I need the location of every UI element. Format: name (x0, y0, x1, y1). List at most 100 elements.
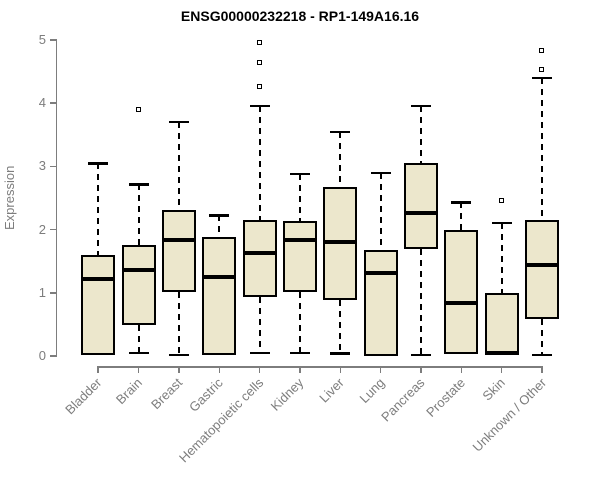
outlier-brain-0 (135, 107, 141, 113)
lower-whisker-cap-pancreas (411, 353, 431, 357)
upper-whisker-kidney (298, 173, 301, 221)
x-axis-tick-bladder (97, 367, 99, 373)
upper-whisker-skin (500, 222, 503, 294)
upper-whisker-cap-hematopoietic-cells (249, 104, 270, 108)
x-tick-label-lung: Lung (356, 375, 388, 407)
lower-whisker-brain (137, 325, 140, 353)
upper-whisker-brain (137, 184, 140, 246)
box-unknown-other (525, 220, 560, 320)
median-kidney (283, 237, 316, 242)
upper-whisker-cap-kidney (289, 172, 310, 176)
upper-whisker-cap-brain (128, 183, 149, 186)
upper-whisker-bladder (97, 163, 100, 255)
median-liver (324, 240, 357, 245)
x-axis-tick-brain (137, 367, 140, 373)
upper-whisker-cap-unknown-other (532, 76, 553, 80)
y-axis-line (56, 40, 57, 356)
median-breast (162, 237, 195, 242)
box-hematopoietic-cells (242, 220, 277, 297)
x-axis-tick-liver (339, 367, 342, 373)
box-gastric (202, 236, 237, 355)
x-tick-label-skin: Skin (479, 375, 509, 404)
box-breast (161, 210, 196, 292)
lower-whisker-cap-liver (330, 352, 351, 355)
lower-whisker-pancreas (420, 249, 422, 355)
median-gastric (203, 275, 236, 279)
lower-whisker-breast (177, 291, 180, 355)
upper-whisker-unknown-other (541, 77, 544, 221)
upper-whisker-cap-prostate (451, 201, 472, 204)
x-axis-line (97, 366, 544, 368)
y-axis-tick-0 (50, 355, 57, 357)
x-axis-tick-lung (379, 367, 382, 373)
y-tick-label-3: 3 (38, 158, 46, 174)
outlier-hematopoietic-cells-1 (256, 60, 262, 66)
median-lung (364, 271, 397, 276)
box-bladder (81, 254, 116, 355)
box-kidney (282, 220, 317, 292)
y-tick-label-2: 2 (38, 221, 46, 237)
median-brain (122, 268, 155, 273)
median-prostate (445, 300, 478, 305)
y-axis-tick-3 (50, 165, 57, 168)
y-axis-tick-4 (50, 102, 57, 104)
x-axis-tick-prostate (460, 367, 463, 373)
upper-whisker-cap-breast (168, 120, 189, 124)
lower-whisker-unknown-other (541, 319, 544, 355)
y-tick-label-5: 5 (38, 32, 46, 47)
x-axis-tick-gastric (218, 367, 220, 373)
upper-whisker-cap-pancreas (411, 104, 431, 108)
box-brain (121, 245, 156, 326)
upper-whisker-lung (379, 172, 382, 250)
outlier-unknown-other-1 (539, 47, 545, 53)
x-tick-label-kidney: Kidney (267, 375, 307, 414)
x-tick-label-unknown-other: Unknown / Other (469, 375, 549, 455)
lower-whisker-cap-brain (128, 351, 149, 355)
lower-whisker-cap-breast (168, 353, 189, 357)
x-tick-label-bladder: Bladder (62, 375, 105, 418)
x-axis-tick-hematopoietic-cells (258, 367, 261, 373)
y-axis-tick-2 (50, 228, 57, 231)
x-axis-tick-breast (178, 367, 180, 373)
y-axis-tick-1 (50, 292, 57, 294)
y-tick-label-1: 1 (38, 284, 46, 300)
x-axis-tick-skin (500, 367, 503, 373)
upper-whisker-liver (339, 131, 342, 187)
median-unknown-other (526, 262, 559, 267)
box-prostate (444, 229, 479, 355)
outlier-hematopoietic-cells-2 (256, 39, 262, 45)
median-pancreas (405, 210, 437, 215)
y-axis-tick-5 (50, 39, 57, 41)
upper-whisker-cap-skin (491, 221, 512, 225)
x-tick-label-liver: Liver (316, 375, 347, 406)
y-tick-label-0: 0 (38, 348, 46, 363)
chart-title: ENSG00000232218 - RP1-149A16.16 (180, 8, 420, 24)
upper-whisker-cap-gastric (209, 214, 230, 217)
x-tick-label-gastric: Gastric (186, 375, 226, 415)
lower-whisker-cap-unknown-other (532, 353, 553, 357)
upper-whisker-breast (177, 121, 180, 210)
x-tick-label-prostate: Prostate (423, 375, 468, 420)
x-axis-tick-kidney (299, 367, 301, 373)
box-lung (363, 249, 398, 356)
lower-whisker-cap-hematopoietic-cells (249, 351, 270, 355)
upper-whisker-pancreas (420, 105, 422, 164)
x-tick-label-pancreas: Pancreas (378, 375, 428, 425)
box-skin (484, 293, 519, 355)
upper-whisker-gastric (218, 215, 221, 237)
y-tick-label-4: 4 (38, 95, 46, 111)
median-skin (485, 350, 518, 355)
x-tick-label-breast: Breast (148, 375, 186, 413)
outlier-skin-0 (498, 198, 504, 204)
upper-whisker-cap-bladder (88, 162, 109, 165)
upper-whisker-hematopoietic-cells (258, 105, 261, 221)
upper-whisker-cap-lung (370, 171, 391, 175)
lower-whisker-cap-kidney (289, 351, 310, 355)
lower-whisker-liver (339, 299, 342, 354)
median-hematopoietic-cells (243, 250, 276, 255)
outlier-unknown-other-0 (539, 66, 545, 72)
x-axis-tick-pancreas (420, 367, 422, 373)
x-axis-tick-unknown-other (541, 367, 543, 373)
